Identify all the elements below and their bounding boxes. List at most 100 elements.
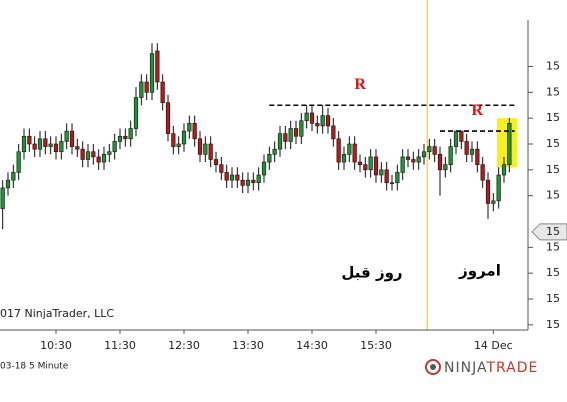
candle-body	[224, 172, 229, 181]
y-tick-label: 15	[546, 137, 560, 150]
candle-body	[123, 135, 128, 140]
candle-body	[69, 130, 75, 147]
candle-body	[267, 154, 272, 163]
candle-body	[480, 164, 485, 181]
logo-icon	[425, 359, 441, 375]
candle-body	[491, 200, 496, 204]
candle-body	[368, 156, 373, 171]
candle-body	[501, 164, 507, 176]
instrument-label: 03-18 5 Minute	[0, 362, 69, 372]
x-tick-label: 14:30	[296, 339, 328, 352]
price-marker	[531, 223, 567, 241]
candle-body	[384, 169, 389, 184]
candle-body	[421, 151, 427, 158]
candle-body	[336, 138, 341, 163]
candle-body	[448, 146, 453, 165]
resistance-label: R	[472, 102, 484, 119]
candle-body	[112, 141, 117, 153]
candle-body	[32, 143, 37, 150]
candle-body	[165, 102, 171, 134]
candle-body	[192, 123, 197, 140]
candle-body	[475, 148, 480, 165]
candle-body	[75, 146, 80, 150]
candle-body	[363, 164, 368, 171]
logo-text: NINJATRADE	[444, 360, 538, 376]
candle-body	[251, 179, 256, 184]
candle-body	[309, 112, 315, 124]
candle-body	[117, 135, 123, 142]
candle-body	[288, 128, 293, 142]
candle-body	[64, 130, 69, 142]
candle-body	[443, 164, 448, 171]
candle-body	[240, 179, 245, 186]
plot-area	[0, 0, 518, 330]
y-tick-label: 15	[546, 189, 560, 202]
candle-body	[272, 148, 277, 155]
candle-body	[139, 81, 144, 98]
y-tick-label: 15	[546, 163, 560, 176]
candle-body	[325, 115, 331, 127]
candle-body	[48, 143, 53, 147]
candle-body	[160, 81, 165, 103]
candle-body	[187, 123, 192, 132]
candle-body	[459, 130, 464, 142]
candle-body	[133, 97, 139, 129]
y-tick-label: 15	[546, 85, 560, 98]
candle-body	[373, 156, 379, 176]
candle-body	[219, 164, 224, 173]
candle-body	[416, 156, 421, 163]
x-tick-label: 14 Dec	[474, 339, 513, 352]
candle-body	[21, 135, 27, 153]
candle-body	[197, 138, 203, 155]
candle-body	[432, 146, 437, 155]
y-tick-label: 15	[546, 240, 560, 253]
candle-body	[400, 156, 405, 173]
x-tick-label: 10:30	[40, 339, 72, 352]
candle-body	[53, 143, 59, 153]
candle-body	[37, 138, 43, 150]
candle-body	[229, 174, 235, 181]
candle-body	[293, 128, 299, 137]
x-tick-label: 11:30	[104, 339, 136, 352]
x-tick-label: 15:30	[360, 339, 392, 352]
candle-body	[59, 141, 64, 153]
candle-body	[331, 125, 336, 140]
candle-body	[411, 159, 416, 163]
candle-body	[11, 172, 16, 181]
candle-body	[181, 130, 187, 145]
candle-body	[277, 133, 283, 150]
candle-body	[213, 159, 219, 165]
logo-left: NINJA	[444, 360, 487, 376]
candle-body	[507, 123, 512, 165]
candle-body	[347, 143, 352, 155]
candle-body	[304, 112, 309, 122]
candle-body	[245, 179, 251, 186]
candle-body	[149, 53, 155, 93]
candle-body	[27, 135, 32, 145]
candle-body	[176, 143, 181, 147]
candle-body	[107, 151, 112, 155]
y-tick-label: 15	[546, 318, 560, 331]
x-tick-label: 13:30	[232, 339, 264, 352]
candle-body	[464, 141, 469, 155]
y-tick-label: 15	[546, 266, 560, 279]
candle-body	[379, 169, 384, 176]
candle-body	[352, 143, 357, 163]
candle-body	[144, 81, 149, 93]
candle-body	[299, 120, 304, 137]
candle-body	[453, 130, 459, 147]
candle-body	[341, 154, 347, 163]
logo-right: TRADE	[485, 360, 538, 376]
candle-body	[496, 174, 501, 202]
candle-body	[96, 156, 101, 163]
candle-body	[427, 146, 432, 153]
candle-body	[16, 151, 21, 173]
candle-body	[208, 143, 213, 160]
candle-body	[128, 128, 133, 140]
candle-body	[101, 154, 107, 163]
candle-body	[85, 151, 91, 160]
candle-body	[0, 187, 5, 209]
